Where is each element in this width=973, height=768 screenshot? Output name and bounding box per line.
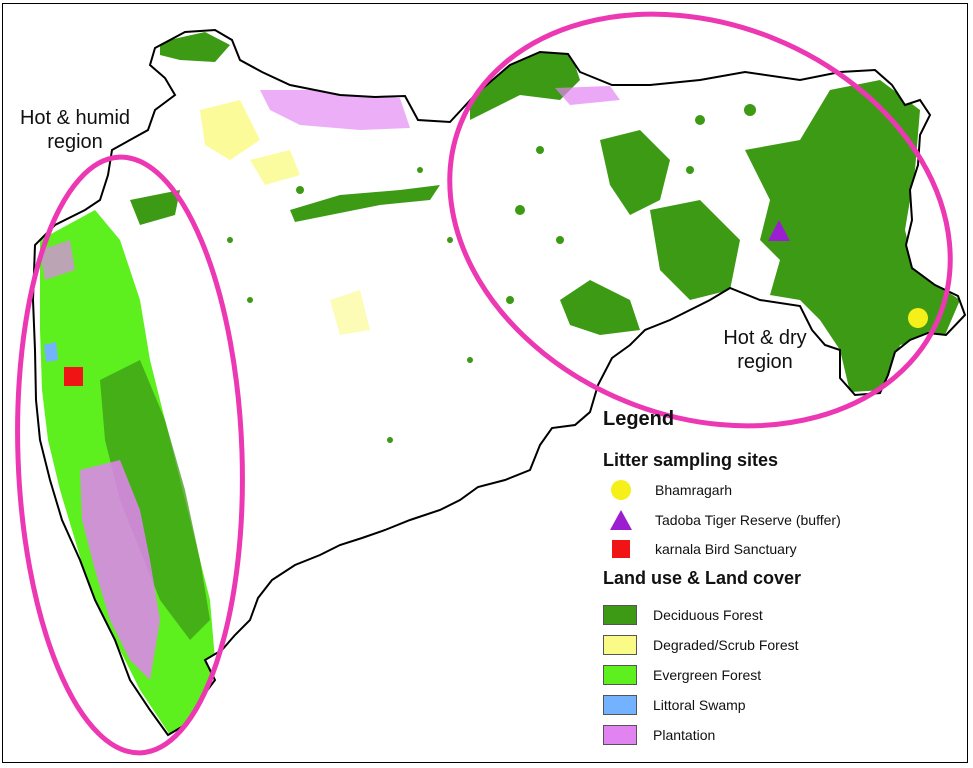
legend-title: Legend [603,408,675,430]
degraded-scrub-patch [330,290,370,335]
legend-item-tadoba: Tadoba Tiger Reserve (buffer) [603,506,841,534]
legend-item-littoral: Littoral Swamp [603,691,746,719]
deciduous-forest-strip [100,360,210,640]
sites-heading: Litter sampling sites [603,450,779,470]
legend-item-label: Tadoba Tiger Reserve (buffer) [655,512,841,528]
plantation-patch [80,460,160,680]
evergreen-swatch [603,665,637,685]
legend-item-bhamragarh: Bhamragarh [603,476,732,504]
deciduous-forest-patch [650,200,740,300]
dry-region-label: Hot & dry region [723,327,807,373]
plantation-swatch [603,725,637,745]
deciduous-forest-patch [290,185,440,222]
humid-region-label: Hot & humid region [19,107,131,153]
littoral-swamp-patch [44,342,58,362]
legend-item-label: Degraded/Scrub Forest [653,637,799,653]
legend-item-karnala: karnala Bird Sanctuary [603,535,797,563]
deciduous-forest-patch [560,280,640,335]
legend-item-deciduous: Deciduous Forest [603,601,763,629]
degraded-scrub-patch [250,150,300,185]
plantation-patch [260,90,410,130]
circle-icon [603,478,639,502]
littoral-swatch [603,695,637,715]
tadoba-site-marker [768,220,790,241]
legend-item-label: Evergreen Forest [653,667,762,683]
deciduous-swatch [603,605,637,625]
legend-item-evergreen: Evergreen Forest [603,661,761,689]
deciduous-forest-patch [130,190,180,225]
legend: Legend Litter sampling sites Bhamragarh … [603,408,903,745]
plantation-patch [555,86,620,105]
legend-item-label: Bhamragarh [655,482,733,498]
scattered-forest-dots [227,104,826,443]
legend-item-label: Littoral Swamp [653,697,746,713]
state-boundary [31,28,967,737]
legend-item-label: karnala Bird Sanctuary [655,541,797,557]
lulc-heading: Land use & Land cover [603,568,802,588]
humid-region-ellipse [15,154,245,756]
degraded-scrub-patch [200,100,260,160]
deciduous-forest-patch [600,130,670,215]
legend-item-degraded: Degraded/Scrub Forest [603,631,799,659]
legend-item-plantation: Plantation [603,721,715,749]
plantation-patch [40,240,75,280]
karnala-site-marker [64,367,83,386]
deciduous-forest-patch [160,32,230,62]
degraded-swatch [603,635,637,655]
deciduous-forest-patch [745,80,960,392]
triangle-icon [603,508,639,532]
bhamragarh-site-marker [908,308,928,328]
legend-item-label: Plantation [653,727,716,743]
dry-region-ellipse [447,11,953,429]
square-icon [603,538,639,560]
legend-item-label: Deciduous Forest [653,607,763,623]
